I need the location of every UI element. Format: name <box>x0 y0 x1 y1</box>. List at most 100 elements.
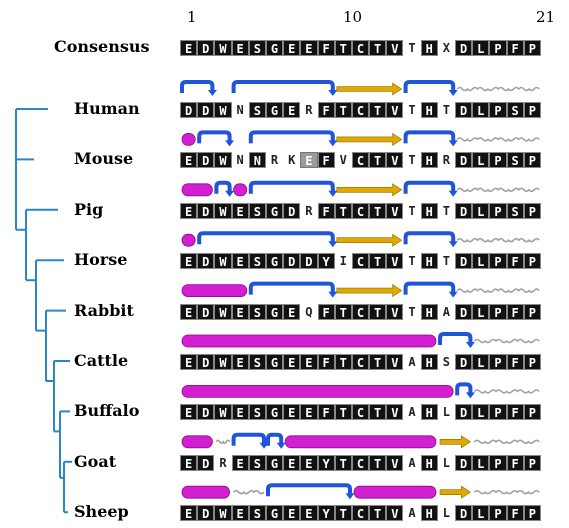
row-sheep-label: Sheep <box>74 502 129 522</box>
residue: T <box>403 303 421 320</box>
helix-segment <box>284 435 437 449</box>
residue: P <box>489 354 507 370</box>
residue: A <box>403 454 421 471</box>
secondary-structure-buffalo <box>181 382 540 399</box>
turn-arc <box>248 180 335 194</box>
residue: R <box>300 102 318 118</box>
turn-arc <box>403 130 456 144</box>
coil-segment <box>456 187 540 193</box>
residue: D <box>197 253 215 270</box>
turn-arc <box>197 130 232 144</box>
residue: T <box>369 303 387 320</box>
residue: V <box>386 454 404 471</box>
residue: H <box>420 354 438 370</box>
coil-segment <box>473 338 540 344</box>
residue: C <box>351 303 370 320</box>
residue: X <box>437 40 455 56</box>
turn-arrowhead <box>328 140 338 147</box>
residue: T <box>403 253 421 270</box>
residue: D <box>197 152 215 169</box>
residue: T <box>334 102 352 118</box>
residue: C <box>351 253 370 270</box>
residue: Y <box>317 253 335 270</box>
residue: V <box>334 152 352 169</box>
turn-arrowhead <box>465 392 475 399</box>
helix-segment <box>353 485 437 499</box>
turn-arc <box>266 432 284 446</box>
residue: D <box>455 454 473 471</box>
secondary-structure-pig <box>181 180 540 197</box>
residue: N <box>231 102 249 118</box>
residue: L <box>472 303 490 320</box>
residue: P <box>489 505 507 522</box>
residue: G <box>265 404 284 421</box>
residue: D <box>455 202 473 219</box>
strand-arrow <box>336 82 403 96</box>
residue: F <box>506 253 524 270</box>
residue: E <box>180 354 198 370</box>
residue: V <box>386 303 404 320</box>
turn-arc <box>248 281 335 295</box>
residue: P <box>489 404 507 421</box>
residue: D <box>180 102 198 118</box>
residue: P <box>523 253 541 270</box>
strand-arrow <box>336 183 403 197</box>
residue: C <box>351 404 370 421</box>
residue: D <box>283 202 301 219</box>
residue: S <box>248 40 266 56</box>
residue: P <box>489 152 507 169</box>
residue: P <box>489 102 507 118</box>
residue: F <box>506 40 524 56</box>
residue: S <box>248 202 266 219</box>
residue: E <box>283 505 301 522</box>
residue: T <box>369 505 387 522</box>
residue: T <box>437 102 455 118</box>
residue: S <box>248 454 266 471</box>
residue: D <box>455 40 473 56</box>
residue: T <box>403 202 421 219</box>
residue: P <box>523 202 541 219</box>
helix-segment <box>181 485 230 499</box>
coil-segment <box>456 86 540 92</box>
row-human-label: Human <box>74 99 140 118</box>
turn-arrowhead <box>465 342 475 348</box>
residue: E <box>180 40 198 56</box>
residue: D <box>283 253 301 270</box>
residue: H <box>420 505 438 522</box>
residue: K <box>283 152 301 169</box>
residue: C <box>351 40 370 56</box>
residue: P <box>523 454 541 471</box>
residue: E <box>180 202 198 219</box>
residue: F <box>317 40 335 56</box>
turn-arc <box>180 80 215 93</box>
residue: E <box>300 354 318 370</box>
turn-arc <box>403 231 456 245</box>
residue: S <box>506 152 524 169</box>
residue: E <box>231 202 249 219</box>
residue: E <box>231 253 249 270</box>
row-goat-label: Goat <box>74 451 117 471</box>
residue: E <box>231 303 249 320</box>
residue: T <box>369 152 387 169</box>
residue: T <box>369 102 387 118</box>
residue: T <box>369 253 387 270</box>
residue: C <box>351 354 370 370</box>
residue: Q <box>300 303 318 320</box>
residue: F <box>317 354 335 370</box>
residue: W <box>214 505 232 522</box>
residue: I <box>334 253 352 270</box>
residue: F <box>317 303 335 320</box>
coil-segment <box>456 137 540 142</box>
residue: W <box>214 404 232 421</box>
residue: D <box>197 40 215 56</box>
residue: T <box>369 40 387 56</box>
secondary-structure-rabbit <box>181 281 540 298</box>
residue: H <box>420 202 438 219</box>
residue: S <box>506 202 524 219</box>
residue: T <box>369 404 387 421</box>
